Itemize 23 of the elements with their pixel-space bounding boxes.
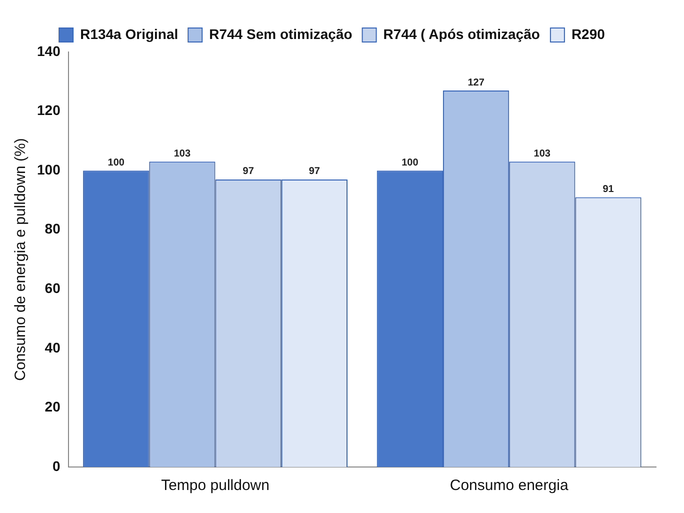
data-label: 100 bbox=[402, 157, 419, 168]
legend-label: R134a Original bbox=[80, 26, 178, 42]
data-label: 97 bbox=[308, 166, 320, 178]
y-tick-label: 40 bbox=[44, 339, 61, 356]
x-tick-label: Consumo energia bbox=[450, 477, 569, 494]
legend-label: R290 bbox=[571, 26, 606, 42]
y-tick-label: 60 bbox=[44, 280, 61, 296]
y-tick-label: 20 bbox=[44, 398, 61, 415]
data-label: 127 bbox=[468, 77, 485, 88]
y-tick-label: 100 bbox=[37, 161, 61, 178]
y-tick-label: 0 bbox=[52, 458, 61, 474]
legend-label: R744 Sem otimização bbox=[209, 26, 352, 42]
data-label: 103 bbox=[174, 148, 191, 160]
data-label: 91 bbox=[602, 184, 614, 195]
y-tick-label: 140 bbox=[37, 42, 61, 59]
y-tick-label: 80 bbox=[44, 220, 61, 237]
data-label: 103 bbox=[534, 148, 551, 160]
legend-label: R744 ( Após otimização bbox=[383, 26, 540, 42]
data-label: 97 bbox=[242, 166, 254, 178]
y-axis-title: Consumo de energia e pulldown (%) bbox=[12, 138, 30, 381]
y-tick-label: 120 bbox=[37, 102, 61, 118]
x-tick-label: Tempo pulldown bbox=[161, 477, 270, 494]
data-label: 100 bbox=[108, 157, 125, 168]
